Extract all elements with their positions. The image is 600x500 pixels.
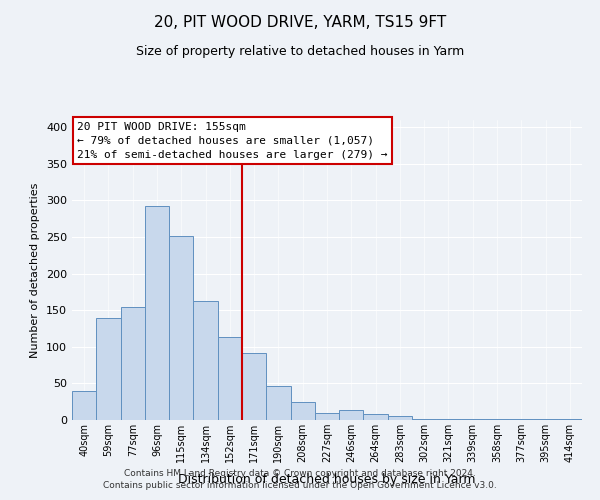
Text: Size of property relative to detached houses in Yarm: Size of property relative to detached ho… bbox=[136, 45, 464, 58]
X-axis label: Distribution of detached houses by size in Yarm: Distribution of detached houses by size … bbox=[178, 474, 476, 486]
Bar bbox=[121, 306, 145, 420]
Bar bbox=[145, 206, 169, 420]
Bar bbox=[169, 236, 193, 420]
Text: 20, PIT WOOD DRIVE, YARM, TS15 9FT: 20, PIT WOOD DRIVE, YARM, TS15 9FT bbox=[154, 15, 446, 30]
Bar bbox=[388, 416, 412, 420]
Text: Contains HM Land Registry data © Crown copyright and database right 2024.
Contai: Contains HM Land Registry data © Crown c… bbox=[103, 468, 497, 490]
Bar bbox=[193, 302, 218, 420]
Bar bbox=[242, 352, 266, 420]
Bar bbox=[96, 318, 121, 420]
Bar bbox=[72, 390, 96, 420]
Y-axis label: Number of detached properties: Number of detached properties bbox=[31, 182, 40, 358]
Bar bbox=[218, 338, 242, 420]
Bar bbox=[290, 402, 315, 420]
Bar bbox=[364, 414, 388, 420]
Text: 20 PIT WOOD DRIVE: 155sqm
← 79% of detached houses are smaller (1,057)
21% of se: 20 PIT WOOD DRIVE: 155sqm ← 79% of detac… bbox=[77, 122, 388, 160]
Bar bbox=[266, 386, 290, 420]
Bar bbox=[339, 410, 364, 420]
Bar bbox=[315, 412, 339, 420]
Bar bbox=[412, 418, 436, 420]
